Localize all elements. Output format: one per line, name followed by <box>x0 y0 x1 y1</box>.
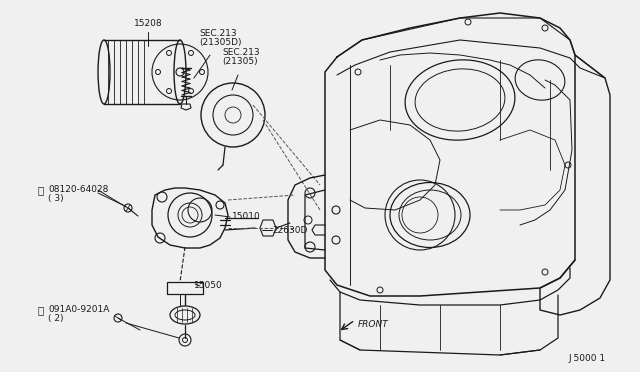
Text: ( 3): ( 3) <box>48 194 63 203</box>
Text: FRONT: FRONT <box>358 320 388 329</box>
Text: 15050: 15050 <box>194 281 223 290</box>
Text: 091A0-9201A: 091A0-9201A <box>48 305 109 314</box>
Ellipse shape <box>405 60 515 140</box>
Polygon shape <box>260 220 276 236</box>
Text: (21305): (21305) <box>222 57 258 66</box>
Text: Ⓑ: Ⓑ <box>38 185 44 195</box>
Text: (21305D): (21305D) <box>199 38 241 47</box>
Text: 08120-64028: 08120-64028 <box>48 185 108 194</box>
Text: 15010: 15010 <box>232 212 260 221</box>
Ellipse shape <box>390 183 470 247</box>
Text: Ⓑ: Ⓑ <box>38 305 44 315</box>
Polygon shape <box>152 188 228 248</box>
Polygon shape <box>167 282 203 294</box>
Text: SEC.213: SEC.213 <box>199 29 237 38</box>
Text: 15208: 15208 <box>134 19 163 28</box>
Text: SEC.213: SEC.213 <box>222 48 260 57</box>
Text: ( 2): ( 2) <box>48 314 63 323</box>
Text: 22630D: 22630D <box>272 226 307 235</box>
Ellipse shape <box>170 306 200 324</box>
Text: J 5000 1: J 5000 1 <box>568 354 605 363</box>
